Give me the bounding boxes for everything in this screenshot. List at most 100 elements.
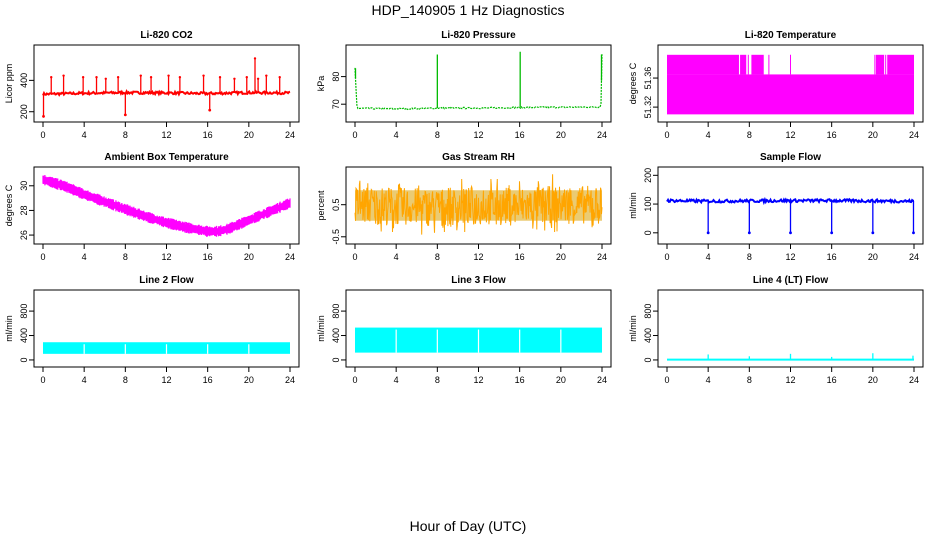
panel-line3: Line 3 Flow 0 4 8 12 16 20 24 0 400 800 ml/min (316, 275, 612, 385)
spike-point (116, 76, 120, 79)
spike-point (278, 76, 281, 79)
panel-title: Gas Stream RH (442, 152, 515, 163)
y-tick-label: 0 (331, 357, 341, 362)
x-axis-title: Hour of Day (UTC) (409, 518, 527, 534)
band-upper-segment (751, 54, 764, 75)
y-tick-label: 400 (331, 328, 341, 343)
spike-point (81, 76, 85, 79)
x-tick-label: 0 (664, 375, 669, 385)
y-axis-label: ml/min (628, 192, 638, 219)
series-line (354, 174, 603, 235)
x-tick-label: 4 (394, 375, 399, 385)
band-noise (42, 175, 291, 237)
dip-point (42, 115, 45, 118)
panel-title: Sample Flow (760, 152, 821, 163)
y-axis-label: degrees C (628, 62, 638, 104)
x-tick-label: 16 (203, 130, 213, 140)
dip-point (912, 231, 915, 235)
panel-co2: Li-820 CO2 0 4 8 12 16 20 24 200 400 Licor ppm (4, 30, 300, 140)
panel-line2: Line 2 Flow 0 4 8 12 16 20 24 0 400 800 ml/min (4, 275, 300, 385)
spike-point (62, 74, 65, 77)
plot-frame (33, 166, 300, 245)
x-tick-label: 4 (706, 252, 711, 262)
y-tick-label: 400 (19, 328, 29, 343)
y-tick-label: 0 (643, 230, 653, 235)
x-tick-label: 0 (40, 252, 45, 262)
y-tick-label: 51.36 (643, 67, 653, 90)
spike-point (245, 76, 248, 79)
x-tick-label: 8 (123, 130, 128, 140)
x-tick-label: 20 (556, 375, 566, 385)
plot-frame (345, 44, 612, 123)
y-tick-label: -0.5 (331, 229, 341, 245)
dip-point (830, 231, 834, 235)
panel-rh: Gas Stream RH 0 4 8 12 16 20 24 -0.5 0.5 percent (316, 152, 612, 262)
x-tick-label: 0 (40, 130, 45, 140)
x-tick-label: 8 (123, 375, 128, 385)
x-tick-label: 12 (161, 252, 171, 262)
x-tick-label: 8 (747, 375, 752, 385)
y-tick-label: 30 (19, 181, 29, 191)
panel-title: Li-820 CO2 (140, 30, 193, 41)
panel-line4: Line 4 (LT) Flow 0 4 8 12 16 20 24 0 400 800 ml/min (628, 275, 924, 385)
x-tick-label: 8 (123, 252, 128, 262)
x-tick-label: 16 (827, 252, 837, 262)
x-tick-label: 12 (473, 252, 483, 262)
x-tick-label: 16 (515, 252, 525, 262)
series-licor_temp (667, 54, 914, 115)
x-tick-label: 24 (285, 252, 295, 262)
dip-point (789, 231, 792, 235)
y-tick-label: 800 (643, 304, 653, 319)
spike-point (139, 74, 142, 77)
y-tick-label: 400 (19, 73, 29, 88)
y-axis-label: ml/min (628, 315, 638, 342)
spike-point (95, 76, 98, 79)
plot-frame (33, 44, 300, 123)
x-tick-label: 4 (82, 130, 87, 140)
y-tick-label: 0 (19, 357, 29, 362)
x-tick-label: 8 (747, 130, 752, 140)
series-line (42, 88, 291, 97)
x-tick-label: 12 (473, 130, 483, 140)
spike-point (104, 77, 107, 80)
x-tick-label: 4 (706, 375, 711, 385)
y-tick-label: 800 (19, 304, 29, 319)
x-tick-label: 12 (161, 375, 171, 385)
x-tick-label: 12 (785, 130, 795, 140)
main-title: HDP_140905 1 Hz Diagnostics (371, 2, 565, 18)
y-tick-label: 800 (331, 304, 341, 319)
x-tick-label: 24 (909, 130, 919, 140)
y-tick-label: 0.5 (331, 198, 341, 211)
dip-point (747, 231, 751, 235)
panel-title: Li-820 Temperature (745, 30, 837, 41)
band-upper-segment (875, 54, 885, 75)
series-ambient (42, 175, 291, 237)
x-tick-label: 12 (473, 375, 483, 385)
y-axis-label: kPa (316, 76, 326, 92)
spike-point (178, 76, 182, 79)
y-axis-label: percent (316, 190, 326, 221)
x-tick-label: 8 (747, 252, 752, 262)
panel-licor_temp: Li-820 Temperature 0 4 8 12 16 20 24 51.32 51.36 d… (628, 30, 924, 140)
y-tick-label: 51.32 (643, 96, 653, 119)
x-tick-label: 20 (556, 252, 566, 262)
x-tick-label: 24 (909, 375, 919, 385)
series-pressure (354, 51, 603, 111)
y-tick-label: 70 (331, 99, 341, 109)
y-tick-label: 26 (19, 230, 29, 240)
x-tick-label: 8 (435, 375, 440, 385)
y-tick-label: 200 (643, 168, 653, 183)
x-tick-label: 0 (664, 252, 669, 262)
x-tick-label: 24 (597, 252, 607, 262)
series-rh (354, 174, 603, 235)
x-tick-label: 4 (82, 252, 87, 262)
panel-title: Li-820 Pressure (441, 30, 516, 41)
x-tick-label: 16 (827, 130, 837, 140)
y-axis-label: ml/min (4, 315, 14, 342)
x-tick-label: 8 (435, 130, 440, 140)
x-tick-label: 4 (706, 130, 711, 140)
y-axis-label: ml/min (316, 315, 326, 342)
x-tick-label: 20 (556, 130, 566, 140)
y-tick-label: 0 (643, 357, 653, 362)
